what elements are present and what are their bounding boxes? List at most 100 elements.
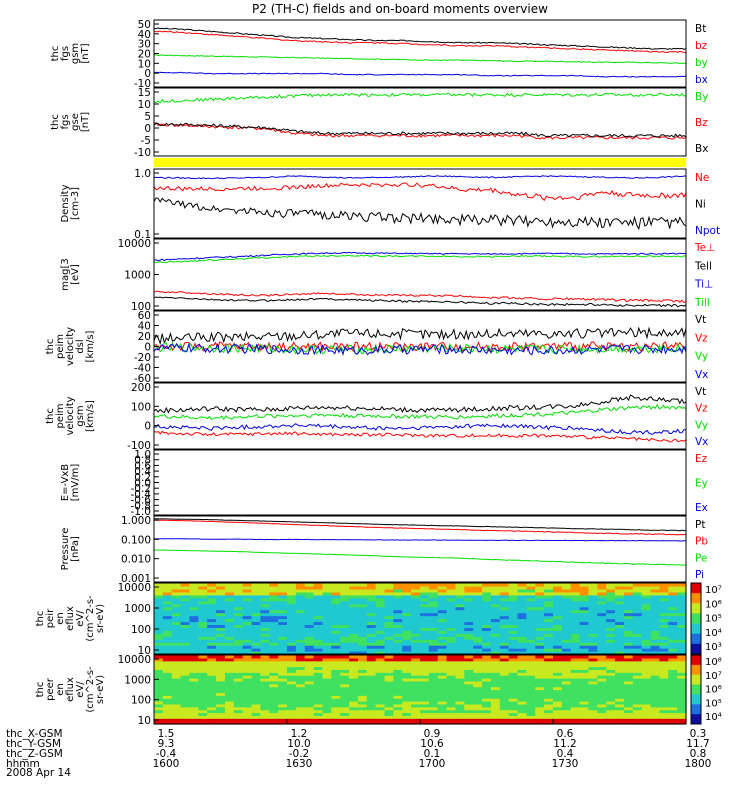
separator-band (154, 158, 686, 167)
heatmap-cell (331, 583, 341, 587)
heatmap-cell (260, 612, 270, 617)
heatmap-cell (508, 597, 519, 602)
heatmap-cell (189, 675, 199, 679)
heatmap-cell (154, 645, 164, 649)
heatmap-cell (428, 695, 439, 699)
heatmap-cell (242, 621, 253, 626)
heatmap-cell (402, 645, 412, 649)
heatmap-cell (269, 689, 279, 693)
heatmap-cell (198, 683, 208, 688)
heatmap-cell (207, 621, 217, 626)
heatmap-cell (482, 609, 492, 614)
heatmap-cell (561, 675, 572, 679)
heatmap-cell (641, 645, 652, 649)
heatmap-cell (579, 648, 590, 652)
heatmap-cell (455, 648, 465, 652)
heatmap-cell (411, 689, 421, 693)
heatmap-cell (278, 594, 288, 599)
heatmap-cell (526, 657, 536, 662)
heatmap-cell (606, 721, 616, 725)
heatmap-cell (260, 660, 270, 665)
heatmap-cell (535, 675, 545, 679)
heatmap-cell (269, 672, 279, 676)
heatmap-cell (304, 655, 315, 659)
heatmap-cell (251, 633, 261, 637)
heatmap-cell (357, 655, 368, 659)
heatmap-cell (198, 639, 208, 643)
ylabel-line: (cm^2-s- (85, 666, 96, 713)
heatmap-cell (366, 621, 377, 626)
heatmap-cell (588, 657, 598, 662)
heatmap-cell (482, 591, 492, 596)
heatmap-cell (375, 660, 386, 665)
ylabel-line: [cm-3] (70, 187, 81, 220)
heatmap-cell (349, 633, 359, 637)
heatmap-cell (233, 689, 244, 693)
heatmap-cell (393, 624, 403, 628)
heatmap-cell (384, 655, 394, 659)
heatmap-cell (615, 600, 625, 605)
y-tick-label: 15 (138, 87, 151, 99)
heatmap-cell (162, 636, 173, 640)
heatmap-cell (189, 657, 199, 662)
heatmap-cell (224, 686, 235, 691)
heatmap-cell (224, 695, 235, 699)
heatmap-cell (482, 715, 492, 719)
heatmap-cell (260, 703, 270, 708)
heatmap-cell (180, 655, 191, 659)
heatmap-cell (428, 672, 439, 676)
heatmap-cell (420, 669, 430, 673)
heatmap-cell (455, 718, 465, 722)
heatmap-cell (287, 594, 297, 599)
heatmap-cell (251, 594, 261, 599)
heatmap-cell (668, 686, 678, 691)
heatmap-cell (597, 663, 607, 668)
heatmap-cell (579, 618, 590, 623)
heatmap-cell (606, 621, 616, 626)
heatmap-cell (606, 698, 616, 702)
series-pressure-3 (153, 538, 686, 542)
heatmap-cell (366, 594, 377, 599)
heatmap-cell (313, 588, 324, 593)
heatmap-cell (446, 655, 457, 659)
heatmap-cell (251, 612, 261, 617)
heatmap-cell (615, 585, 625, 590)
heatmap-cell (295, 600, 306, 605)
heatmap-cell (357, 585, 368, 590)
heatmap-cell (313, 630, 324, 634)
heatmap-cell (499, 600, 510, 605)
heatmap-cell (287, 627, 297, 631)
heatmap-cell (420, 672, 430, 676)
heatmap-cell (455, 672, 465, 676)
heatmap-cell (313, 639, 324, 643)
heatmap-cell (659, 624, 669, 628)
heatmap-cell (162, 645, 173, 649)
heatmap-cell (331, 678, 341, 682)
heatmap-cell (428, 609, 439, 614)
heatmap-cell (677, 701, 687, 705)
ylabel-line: eflux (65, 677, 76, 702)
heatmap-cell (615, 636, 625, 640)
heatmap-cell (402, 721, 412, 725)
heatmap-cell (446, 621, 457, 626)
heatmap-cell (357, 594, 368, 599)
heatmap-cell (570, 660, 581, 665)
heatmap-cell (278, 718, 288, 722)
heatmap-cell (251, 583, 261, 587)
heatmap-cell (304, 706, 315, 711)
heatmap-cell (632, 624, 643, 628)
heatmap-cell (287, 686, 297, 691)
heatmap-cell (162, 657, 173, 662)
heatmap-cell (349, 636, 359, 640)
heatmap-cell (597, 675, 607, 679)
heatmap-cell (650, 721, 660, 725)
heatmap-cell (180, 706, 191, 711)
heatmap-cell (464, 689, 474, 693)
colorbar-segment (691, 643, 701, 655)
heatmap-cell (304, 680, 315, 685)
heatmap-cell (313, 621, 324, 626)
heatmap-cell (420, 639, 430, 643)
heatmap-cell (482, 603, 492, 608)
heatmap-cell (295, 642, 306, 646)
heatmap-cell (455, 600, 465, 605)
